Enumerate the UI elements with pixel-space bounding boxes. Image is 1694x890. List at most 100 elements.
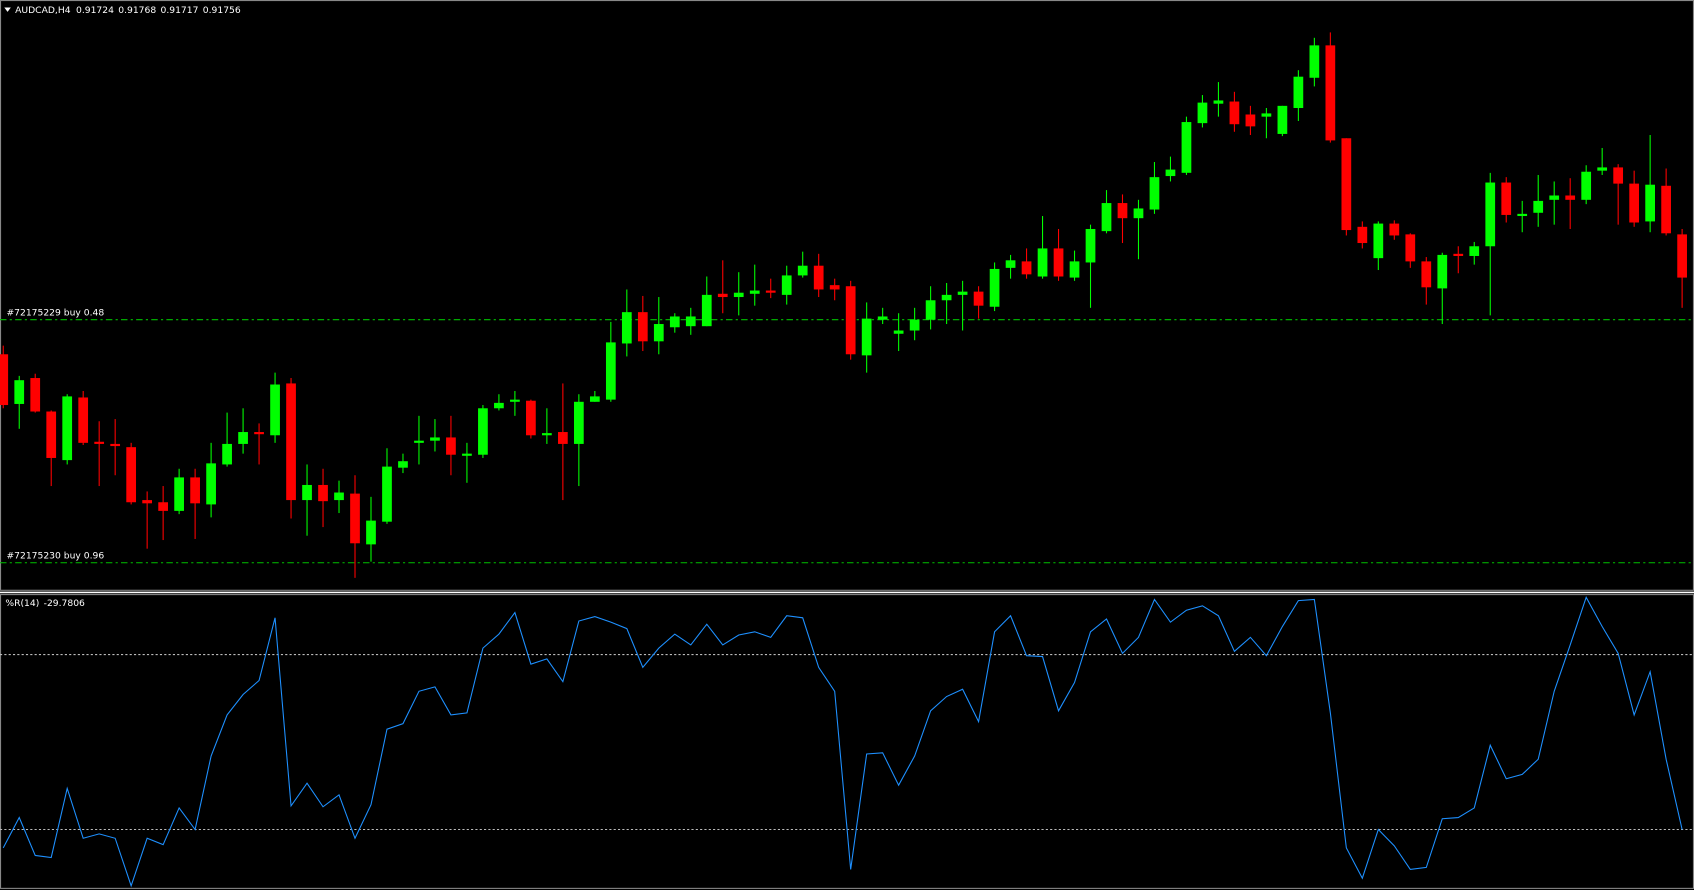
open-price: 0.91724 <box>76 5 114 16</box>
candle-body <box>46 411 57 458</box>
candle-body <box>190 477 200 504</box>
candle-body <box>1357 226 1368 244</box>
candle-body <box>1293 76 1304 109</box>
candle-body <box>414 440 424 443</box>
candle-body <box>893 330 904 334</box>
candle-body <box>94 441 105 444</box>
candle-body <box>1133 208 1144 219</box>
close-price: 0.91756 <box>203 5 241 16</box>
candle-body <box>813 265 824 290</box>
candle-body <box>542 433 552 436</box>
candle-body <box>1453 253 1464 256</box>
candle-body <box>1213 100 1224 104</box>
candle-body <box>1437 254 1448 289</box>
candle-body <box>430 437 440 441</box>
candle-body <box>1261 113 1272 117</box>
candle-body <box>845 286 856 355</box>
candle-body <box>1069 261 1080 278</box>
candle-body <box>621 312 632 344</box>
candle-body <box>653 324 664 342</box>
candle-body <box>1533 200 1544 213</box>
candle-body <box>1309 45 1320 78</box>
candle-body <box>1469 246 1480 256</box>
candle-body <box>510 399 520 402</box>
candle-body <box>238 432 248 444</box>
high-price: 0.91768 <box>118 5 156 16</box>
candle-body <box>1117 203 1128 219</box>
candle-body <box>941 294 952 301</box>
williams-r-line <box>2 596 1683 888</box>
candle-body <box>685 316 696 327</box>
candle-body <box>526 400 536 436</box>
candle-body <box>989 268 1000 307</box>
candle-body <box>1389 223 1400 236</box>
candle-body <box>1181 122 1192 173</box>
candle-body <box>797 265 808 276</box>
candle-body <box>973 291 984 306</box>
candle-body <box>925 300 936 320</box>
candle-body <box>1421 261 1432 288</box>
candle-body <box>1677 234 1687 278</box>
order-label: #72175230 buy 0.96 <box>6 551 104 562</box>
low-price: 0.91717 <box>161 5 199 16</box>
candle-body <box>254 432 264 435</box>
candle-body <box>733 292 744 298</box>
candle-body <box>302 484 312 501</box>
candle-body <box>909 319 920 331</box>
candle-body <box>222 443 232 465</box>
candle-body <box>1613 167 1624 184</box>
candle-body <box>382 466 392 522</box>
candle-body <box>1085 228 1096 263</box>
candle-body <box>30 378 41 412</box>
candle-body <box>637 312 648 342</box>
candle-body <box>1661 185 1671 234</box>
candle-body <box>14 380 25 404</box>
candle-body <box>1165 169 1176 177</box>
candle-body <box>558 432 568 444</box>
candle-body <box>1501 182 1512 215</box>
menu-triangle[interactable] <box>4 7 11 12</box>
candle-body <box>861 318 872 356</box>
candle-body <box>398 461 408 468</box>
candle-body <box>589 396 600 402</box>
candle-body <box>1037 248 1048 277</box>
candle-body <box>605 342 616 400</box>
candle-body <box>62 396 73 461</box>
candle-body <box>78 397 89 443</box>
candle-body <box>1565 195 1576 200</box>
candle-body <box>1405 234 1416 262</box>
candle-body <box>0 354 9 406</box>
candle-body <box>1485 182 1496 247</box>
candle-body <box>366 520 376 545</box>
candle-body <box>749 290 760 294</box>
indicator-name: %R(14) <box>5 598 39 609</box>
candle-body <box>126 447 137 503</box>
candle-body <box>1277 105 1288 134</box>
candle-body <box>446 437 456 455</box>
candle-body <box>478 408 488 455</box>
indicator-value: -29.7806 <box>44 598 85 609</box>
symbol: AUDCAD,H4 <box>15 5 71 16</box>
candle-body <box>110 443 121 447</box>
candle-body <box>1197 102 1208 124</box>
candle-body <box>1229 101 1240 125</box>
candle-body <box>206 463 216 505</box>
candle-body <box>1149 177 1160 210</box>
candle-body <box>270 384 280 436</box>
candle-body <box>1549 195 1560 200</box>
order-label: #72175229 buy 0.48 <box>6 308 104 319</box>
candle-body <box>1517 213 1528 217</box>
candle-body <box>1005 260 1016 268</box>
candle-body <box>765 290 776 293</box>
candle-body <box>1581 171 1592 200</box>
candle-body <box>1021 261 1032 275</box>
candle-body <box>286 383 296 501</box>
candle-body <box>494 402 504 409</box>
candle-body <box>717 293 728 298</box>
price-panel-frame <box>0 0 1694 591</box>
candle-body <box>1245 114 1256 127</box>
candle-body <box>1645 184 1655 222</box>
candle-body <box>158 502 168 511</box>
